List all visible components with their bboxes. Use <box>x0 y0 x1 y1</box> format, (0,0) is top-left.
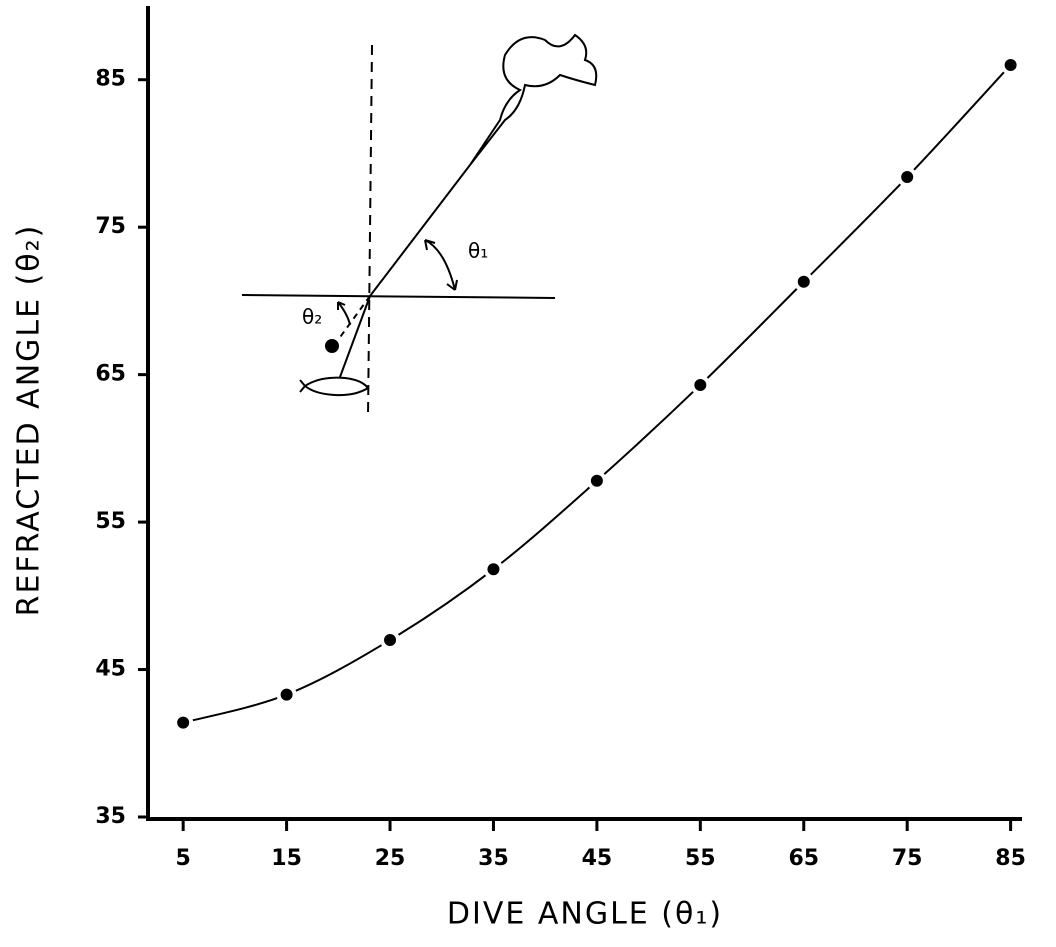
y-tick-label: 35 <box>95 804 126 829</box>
theta1-annotation: θ₁ <box>468 239 488 263</box>
x-tick-label: 55 <box>685 846 716 871</box>
apparent-ray <box>337 295 371 341</box>
data-point <box>1000 54 1021 75</box>
data-point <box>276 684 297 705</box>
theta2-annotation: θ₂ <box>302 305 322 329</box>
fish <box>299 376 370 397</box>
data-point <box>690 374 711 395</box>
y-tick-label: 75 <box>95 214 126 239</box>
x-tick-label: 75 <box>892 846 923 871</box>
bird <box>469 33 598 166</box>
x-tick-label: 65 <box>788 846 819 871</box>
data-point <box>380 630 401 651</box>
theta2-arc <box>337 301 351 326</box>
curve <box>182 64 1012 724</box>
x-tick-label: 45 <box>582 846 613 871</box>
y-tick-label: 45 <box>95 657 126 682</box>
apparent-fish <box>325 339 339 353</box>
data-point <box>897 167 918 188</box>
water-surface <box>241 294 556 299</box>
theta1-arc <box>424 239 458 291</box>
x-tick-label: 35 <box>478 846 509 871</box>
y-tick-label: 55 <box>95 509 126 534</box>
normal-line <box>367 44 373 419</box>
data-point <box>483 559 504 580</box>
dive-ray <box>369 164 471 297</box>
y-axis-label: REFRACTED ANGLE (θ₂) <box>12 224 47 617</box>
data-point <box>586 470 607 491</box>
inset-diagram <box>241 33 598 419</box>
x-tick-label: 5 <box>176 846 191 871</box>
x-tick-label: 85 <box>995 846 1026 871</box>
x-axis-label: DIVE ANGLE (θ₁) <box>447 897 723 932</box>
y-tick-label: 65 <box>95 362 126 387</box>
data-point <box>793 271 814 292</box>
y-tick-label: 85 <box>95 67 126 92</box>
refracted-ray <box>339 295 371 378</box>
x-tick-label: 25 <box>375 846 406 871</box>
data-point <box>173 712 194 733</box>
x-tick-label: 15 <box>271 846 302 871</box>
